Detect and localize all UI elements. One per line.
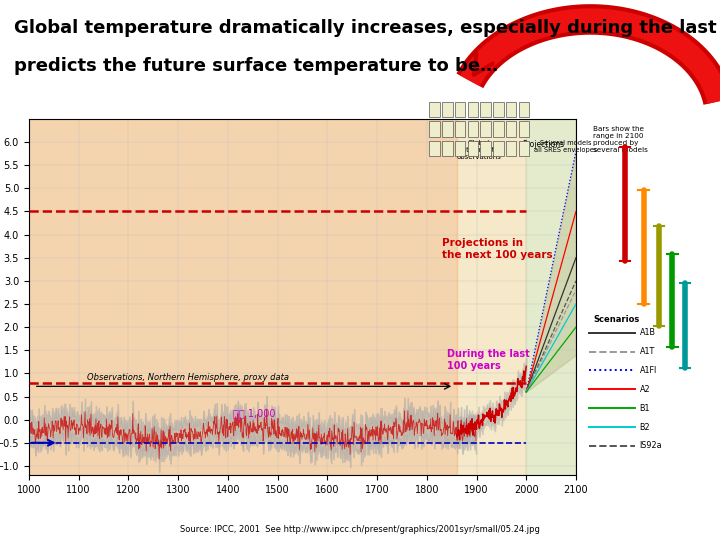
Bar bbox=[493, 102, 503, 117]
Bar bbox=[442, 140, 453, 156]
Text: Global
instrumental
observations: Global instrumental observations bbox=[456, 140, 501, 160]
Bar bbox=[455, 102, 465, 117]
Text: B1: B1 bbox=[639, 404, 650, 413]
Text: Global temperature dramatically increases, especially during the last decade and: Global temperature dramatically increase… bbox=[14, 19, 720, 37]
Bar bbox=[506, 102, 516, 117]
Bar bbox=[468, 121, 478, 137]
Bar bbox=[526, 119, 576, 475]
Bar bbox=[442, 102, 453, 117]
Text: Scenarios: Scenarios bbox=[593, 315, 639, 324]
Text: Projections in
the next 100 years: Projections in the next 100 years bbox=[441, 238, 552, 260]
Bar bbox=[429, 140, 440, 156]
Text: Observations, Northern Hemisphere, proxy data: Observations, Northern Hemisphere, proxy… bbox=[87, 373, 289, 382]
Bar bbox=[518, 140, 529, 156]
Bar bbox=[429, 102, 440, 117]
Text: During the last
100 years: During the last 100 years bbox=[446, 349, 529, 371]
Bar bbox=[506, 140, 516, 156]
Text: A2: A2 bbox=[639, 385, 650, 394]
Text: Source: IPCC, 2001  See http://www.ipcc.ch/present/graphics/2001syr/small/05.24.: Source: IPCC, 2001 See http://www.ipcc.c… bbox=[180, 525, 540, 534]
Bar bbox=[518, 102, 529, 117]
Text: B2: B2 bbox=[639, 423, 650, 431]
Bar bbox=[518, 121, 529, 137]
Text: Projections: Projections bbox=[523, 140, 564, 149]
Bar bbox=[480, 121, 491, 137]
Bar bbox=[506, 121, 516, 137]
Text: ใน 1,000: ใน 1,000 bbox=[233, 408, 275, 418]
Text: IS92a: IS92a bbox=[639, 442, 662, 450]
Text: predicts the future surface temperature to be…: predicts the future surface temperature … bbox=[14, 57, 498, 75]
Text: A1FI: A1FI bbox=[639, 366, 657, 375]
Bar bbox=[480, 140, 491, 156]
Bar bbox=[480, 102, 491, 117]
Bar bbox=[29, 119, 457, 475]
Bar bbox=[455, 121, 465, 137]
Bar bbox=[468, 140, 478, 156]
Text: Several models
all SRES envelopes: Several models all SRES envelopes bbox=[534, 140, 598, 153]
Text: A1T: A1T bbox=[639, 347, 655, 356]
Bar bbox=[493, 140, 503, 156]
Bar bbox=[455, 140, 465, 156]
Bar bbox=[457, 119, 526, 475]
Text: Bars show the
range in 2100
produced by
several models: Bars show the range in 2100 produced by … bbox=[593, 126, 648, 153]
Bar bbox=[442, 121, 453, 137]
Bar bbox=[429, 121, 440, 137]
Text: A1B: A1B bbox=[639, 328, 656, 337]
Bar bbox=[468, 102, 478, 117]
Bar bbox=[493, 121, 503, 137]
